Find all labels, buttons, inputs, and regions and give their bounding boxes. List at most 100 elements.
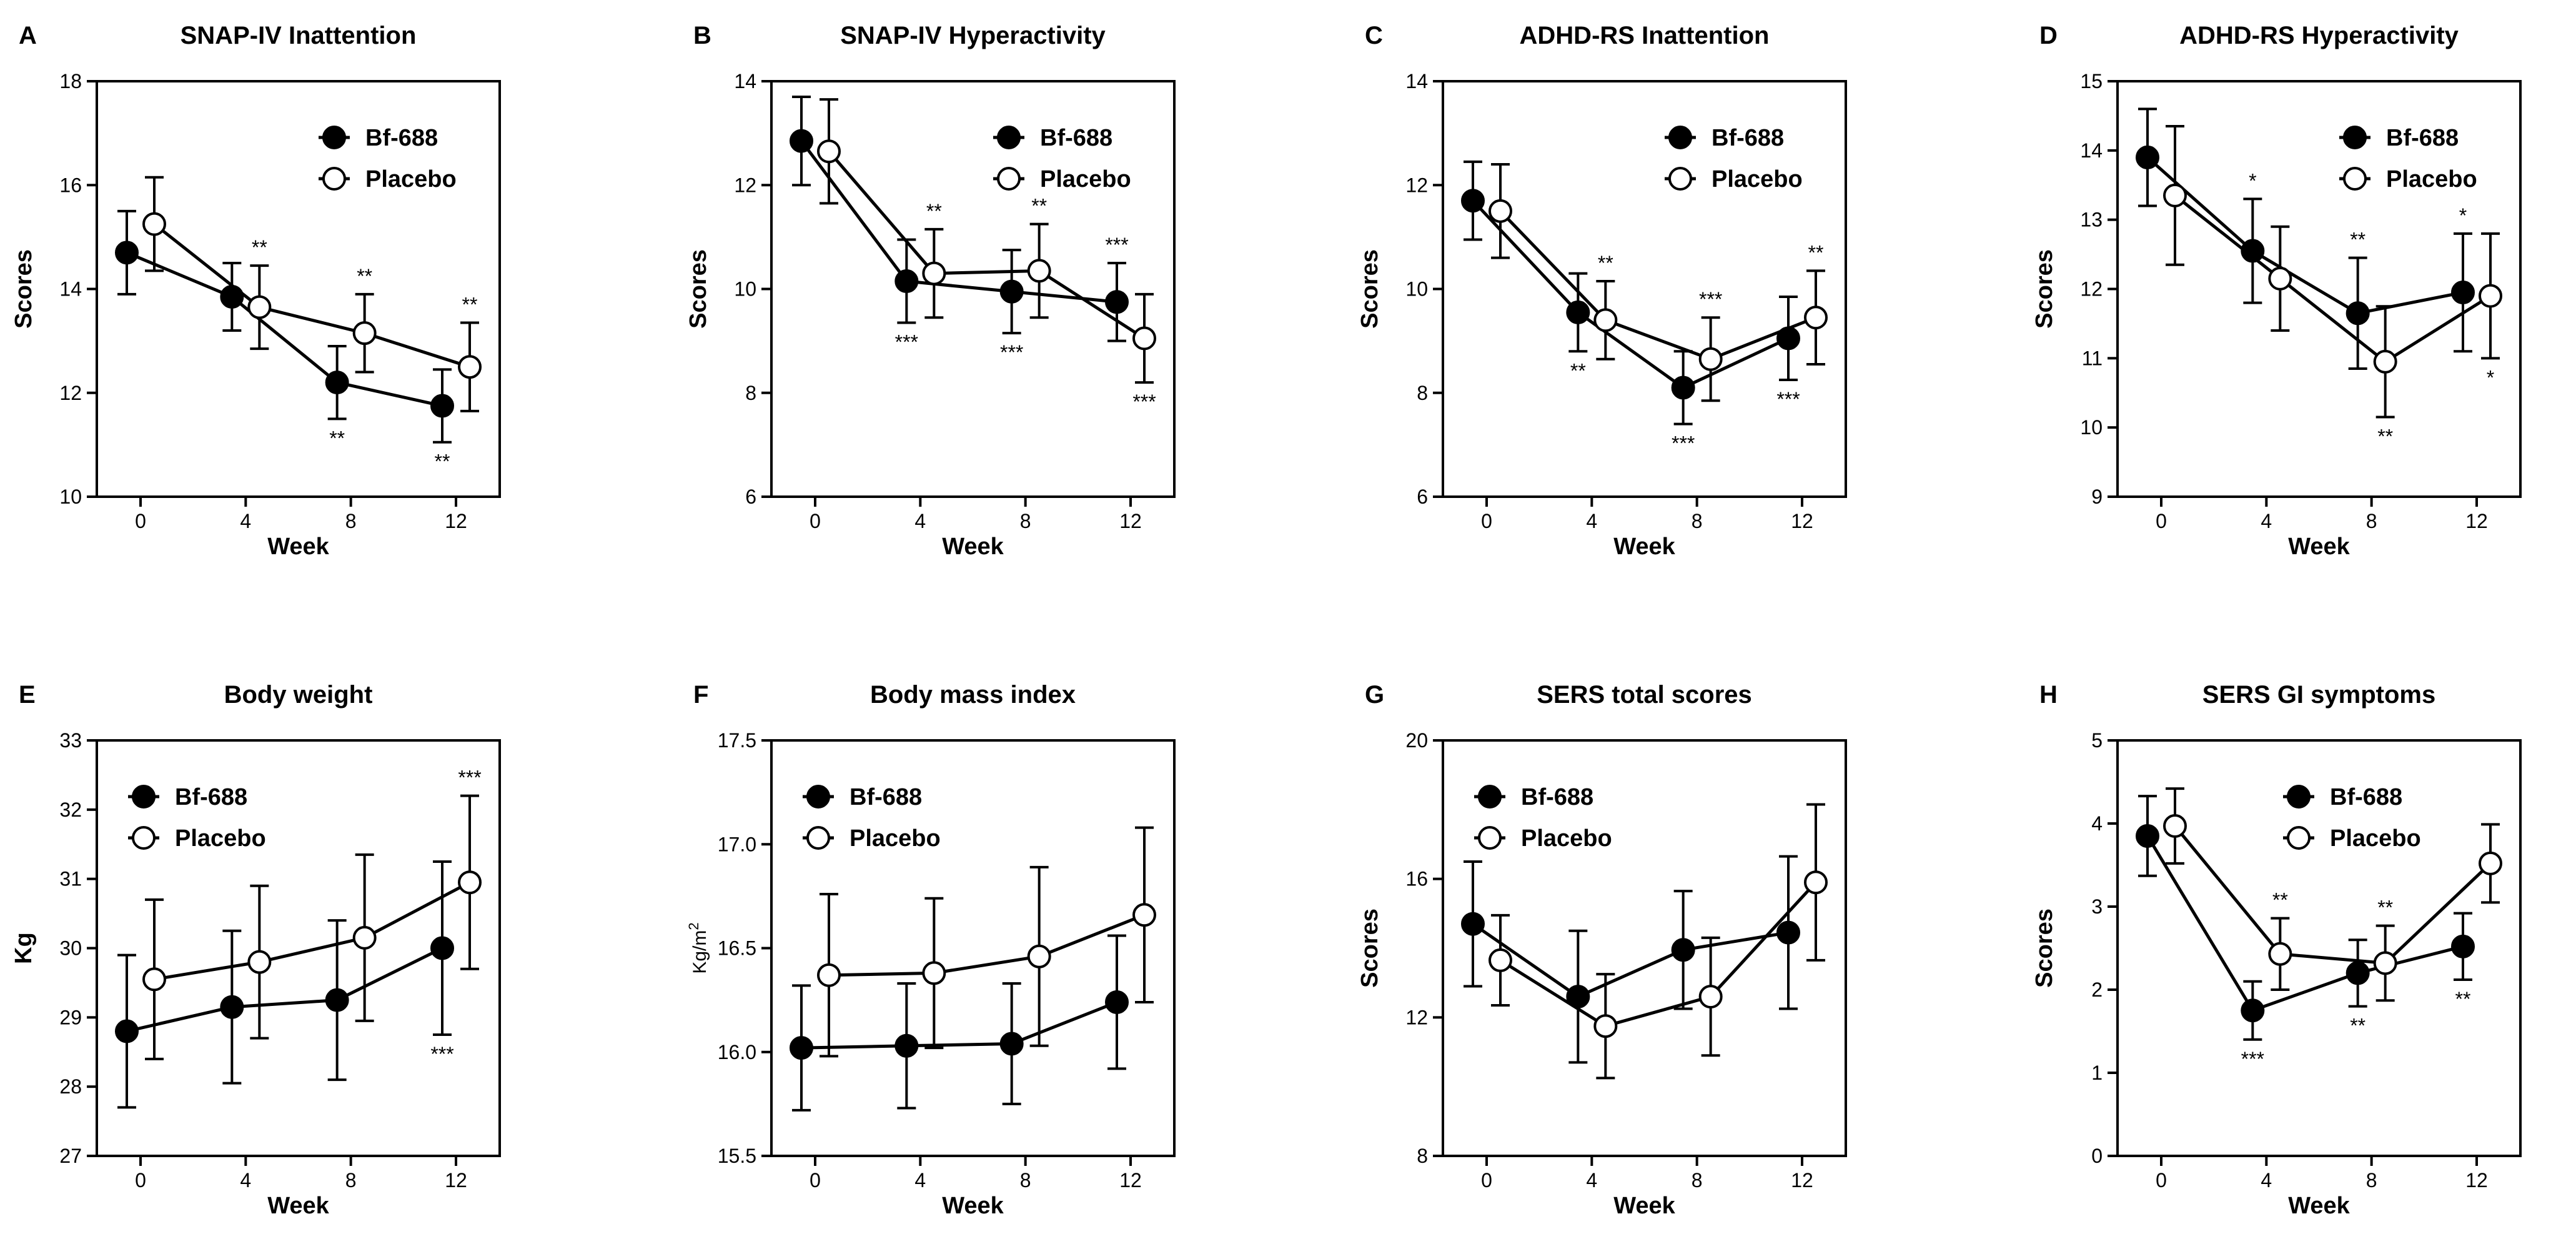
panel-letter: C [1365,22,1383,49]
legend-label-bf688: Bf-688 [850,784,922,810]
data-point-placebo [817,963,841,987]
x-tick-label: 0 [810,510,821,532]
chart-panel-d: D ADHD-RS Hyperactivity 9 10 11 12 13 14 15 0 4 8 12… [2031,22,2522,560]
significance-marker: *** [1776,388,1800,411]
data-point-placebo [458,355,482,379]
legend-label-placebo: Placebo [1712,166,1803,192]
significance-marker: *** [2241,1048,2264,1070]
legend-marker-placebo [997,167,1021,191]
x-tick-label: 12 [2465,510,2488,532]
legend-marker-bf688 [322,126,346,149]
significance-marker: *** [458,767,481,789]
significance-marker: ** [1808,241,1824,264]
data-point-placebo [2163,183,2187,207]
data-point-placebo [2479,284,2502,308]
data-point-bf688 [2346,301,2370,326]
x-tick-label: 8 [1692,1169,1703,1192]
y-tick-label: 10 [734,278,756,301]
x-tick-label: 0 [135,510,146,532]
data-point-placebo [247,295,272,319]
data-point-bf688 [2136,824,2159,848]
y-tick-label: 14 [734,70,756,92]
chart-title: SNAP-IV Inattention [181,22,417,49]
chart-title: SERS GI symptoms [2202,681,2435,709]
data-point-bf688 [2241,239,2265,263]
plot-frame [1442,739,1847,1157]
x-tick-label: 4 [1586,510,1597,532]
data-point-bf688 [1671,376,1695,400]
y-tick-label: 2 [2091,978,2103,1001]
x-tick-label: 12 [1119,1169,1142,1192]
chart-panel-a: A SNAP-IV Inattention 10 12 14 16 18 0 4 8 12 Week S… [11,22,501,560]
y-tick-label: 1 [2091,1062,2103,1084]
chart-title: Body mass index [870,681,1076,709]
x-tick-label: 4 [1586,1169,1597,1192]
data-point-placebo [1593,1014,1618,1038]
x-tick-label: 4 [240,510,251,532]
legend-label-bf688: Bf-688 [1712,125,1784,151]
series-line-bf688 [801,1000,1117,1050]
series-line-placebo [828,150,1146,340]
plot-frame [1442,80,1847,498]
data-point-placebo [1698,347,1723,371]
y-tick-label: 12 [1405,1006,1428,1028]
x-tick-label: 0 [135,1169,146,1192]
data-point-bf688 [1105,290,1129,314]
legend-marker-bf688 [132,785,156,809]
y-tick-label: 14 [59,278,82,301]
data-point-placebo [2268,266,2292,291]
data-point-bf688 [894,1033,919,1058]
y-tick-label: 33 [59,729,82,752]
y-axis-label: Scores [2031,249,2058,329]
plot-frame [2116,739,2522,1157]
y-tick-label: 8 [1417,1145,1428,1167]
y-tick-label: 12 [1405,174,1428,196]
y-axis-label: Scores [1357,908,1383,988]
y-axis-label: Scores [11,249,37,329]
data-point-bf688 [2136,145,2159,169]
x-tick-label: 4 [914,1169,926,1192]
data-point-bf688 [2346,961,2370,985]
y-tick-label: 10 [59,485,82,508]
x-tick-label: 8 [1020,1169,1031,1192]
series-line-placebo [1499,881,1817,1028]
data-point-placebo [1132,326,1156,351]
significance-marker: ** [252,236,267,259]
series-line-bf688 [800,140,1117,304]
chart-title: SERS total scores [1537,681,1752,709]
significance-marker: *** [1672,432,1695,455]
data-point-bf688 [2241,998,2265,1023]
series-line-bf688 [1472,199,1790,390]
data-point-placebo [1132,903,1156,927]
legend: Bf-688 Placebo [993,125,1131,192]
legend-label-placebo: Placebo [175,825,266,852]
y-tick-label: 10 [1405,278,1428,301]
panel-letter: H [2039,681,2058,709]
significance-marker: ** [2350,229,2365,251]
data-point-placebo [1489,948,1512,972]
significance-marker: * [2459,204,2467,227]
data-point-placebo [922,961,946,985]
x-tick-label: 4 [914,510,926,532]
legend: Bf-688 Placebo [2283,784,2421,852]
y-tick-label: 17.5 [718,729,756,752]
data-point-placebo [142,212,166,236]
significance-marker: *** [1105,234,1128,256]
chart-title: ADHD-RS Hyperactivity [2179,22,2459,49]
legend-label-bf688: Bf-688 [1040,125,1112,151]
significance-marker: *** [1132,391,1156,413]
y-tick-label: 28 [59,1075,82,1098]
y-tick-label: 20 [1405,729,1428,752]
data-point-bf688 [1776,920,1800,945]
data-point-placebo [1593,308,1618,332]
x-axis-label: Week [942,1193,1004,1219]
significance-marker: ** [1570,359,1586,382]
legend-marker-placebo [322,167,346,191]
y-tick-label: 12 [2080,278,2103,301]
data-point-bf688 [790,129,813,153]
y-axis-label: Kg [11,932,37,964]
significance-marker: ** [2377,425,2393,448]
x-tick-label: 4 [240,1169,251,1192]
y-tick-label: 16 [59,174,82,196]
data-point-bf688 [430,936,454,960]
